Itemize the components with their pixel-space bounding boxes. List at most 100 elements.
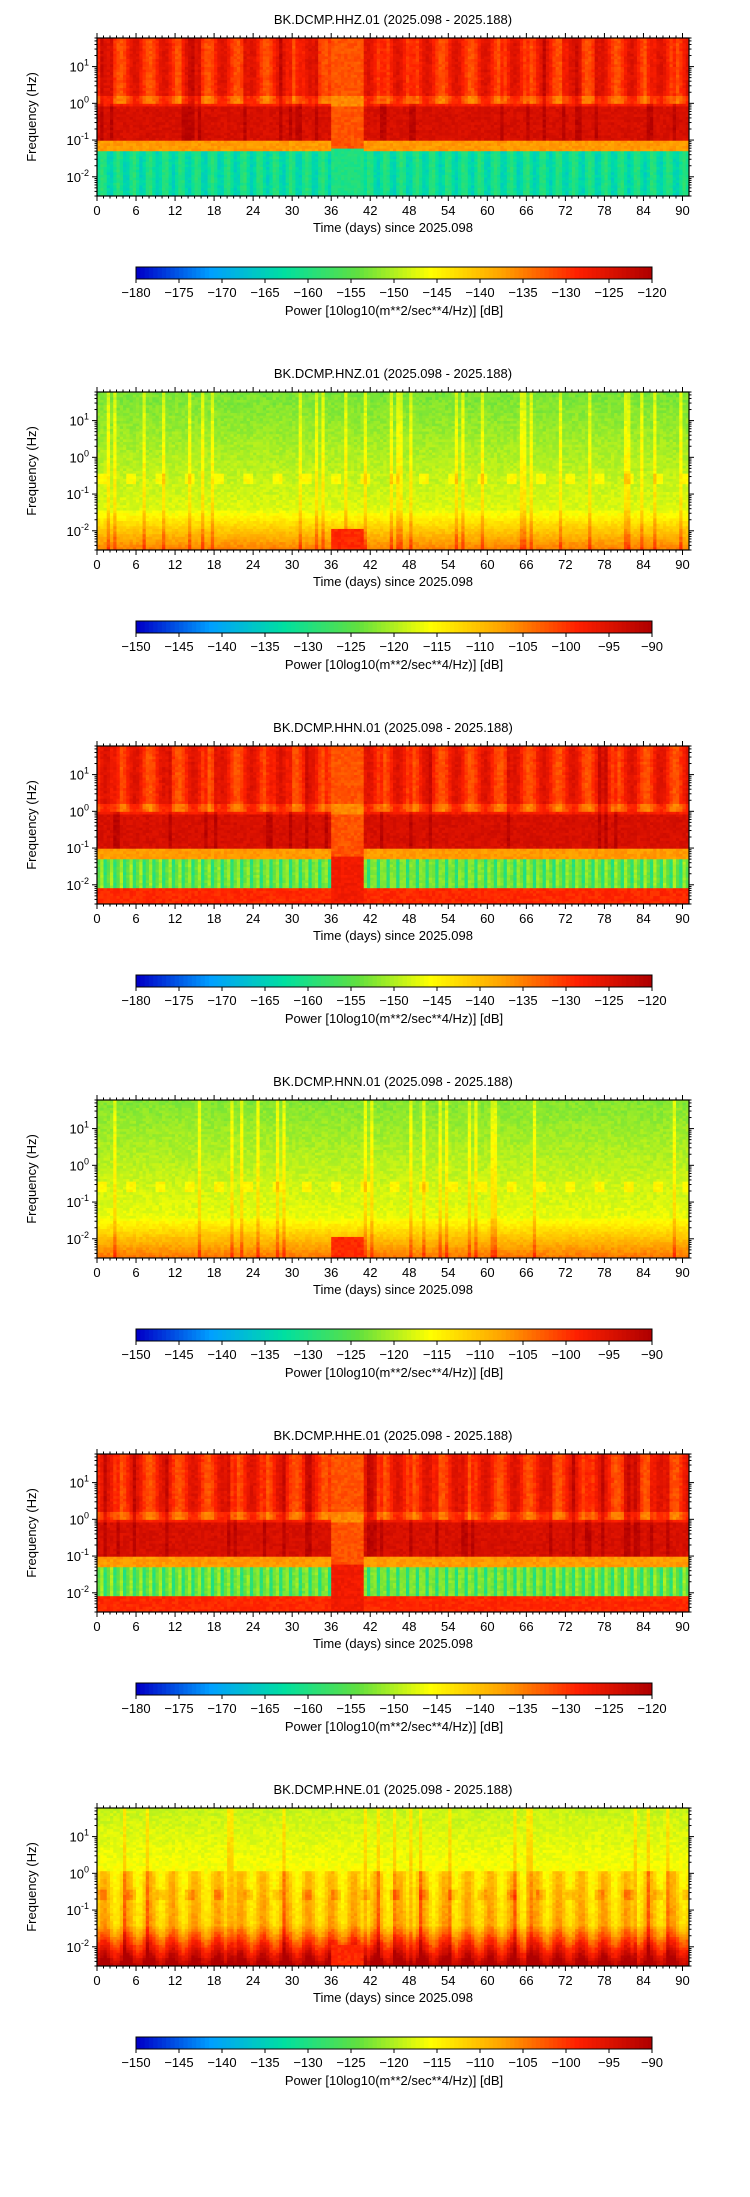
heatmap-cell (126, 83, 130, 86)
heatmap-cell (104, 112, 108, 115)
heatmap-cell (117, 172, 121, 175)
heatmap-cell (117, 135, 121, 138)
heatmap-cell (117, 149, 121, 152)
heatmap-cell (120, 191, 124, 194)
heatmap-cell (110, 99, 114, 102)
heatmap-cell (117, 143, 121, 146)
heatmap-cell (104, 162, 108, 165)
heatmap-cell (104, 88, 108, 91)
heatmap-cell (113, 99, 117, 102)
heatmap-cell (100, 170, 104, 173)
heatmap-cell (117, 138, 121, 141)
heatmap-cell (110, 49, 114, 52)
heatmap-cell (123, 49, 127, 52)
heatmap-cell (110, 157, 114, 160)
heatmap-cell (104, 101, 108, 104)
heatmap-cell (113, 106, 117, 109)
heatmap-cell (113, 88, 117, 91)
heatmap-cell (123, 93, 127, 96)
heatmap-cell (117, 188, 121, 191)
heatmap-cell (110, 101, 114, 104)
heatmap-cell (110, 85, 114, 88)
heatmap-cell (120, 120, 124, 123)
heatmap-cell (110, 54, 114, 57)
heatmap-cell (113, 93, 117, 96)
heatmap-cell (104, 51, 108, 54)
heatmap-cell (120, 183, 124, 186)
heatmap-cell (100, 135, 104, 138)
heatmap-cell (120, 83, 124, 86)
heatmap-cell (100, 175, 104, 178)
heatmap-cell (100, 117, 104, 120)
heatmap-cell (104, 99, 108, 102)
heatmap-cell (113, 64, 117, 67)
heatmap-cell (123, 91, 127, 94)
heatmap-cell (126, 149, 130, 152)
heatmap-cells (97, 38, 689, 196)
heatmap-cell (113, 141, 117, 144)
heatmap-cell (104, 85, 108, 88)
heatmap-cell (104, 56, 108, 59)
heatmap-cell (100, 122, 104, 125)
heatmap-cell (117, 72, 121, 75)
heatmap-cell (104, 185, 108, 188)
heatmap-cell (117, 64, 121, 67)
heatmap-cell (113, 75, 117, 78)
heatmap-cell (110, 125, 114, 128)
heatmap-cell (113, 175, 117, 178)
heatmap-cell (123, 117, 127, 120)
heatmap-cell (113, 167, 117, 170)
heatmap-cell (120, 41, 124, 44)
heatmap-cell (110, 130, 114, 133)
heatmap-cell (110, 143, 114, 146)
heatmap-cell (100, 93, 104, 96)
heatmap-cell (100, 106, 104, 109)
heatmap-cell (110, 164, 114, 167)
heatmap-cell (110, 170, 114, 173)
heatmap-cell (126, 141, 130, 144)
heatmap-cell (110, 172, 114, 175)
heatmap-cell (117, 178, 121, 181)
heatmap-cell (110, 88, 114, 91)
heatmap-cell (104, 149, 108, 152)
heatmap-cell (100, 114, 104, 117)
heatmap-cell (123, 122, 127, 125)
heatmap-cell (100, 141, 104, 144)
heatmap-cell (123, 149, 127, 152)
heatmap-cell (120, 93, 124, 96)
heatmap-cell (113, 170, 117, 173)
heatmap-cell (113, 117, 117, 120)
heatmap-cell (117, 167, 121, 170)
heatmap-cell (120, 162, 124, 165)
heatmap-cell (110, 180, 114, 183)
heatmap-cell (117, 164, 121, 167)
heatmap-cell (123, 75, 127, 78)
heatmap-cell (113, 151, 117, 154)
heatmap-cell (120, 80, 124, 83)
heatmap-cell (126, 80, 130, 83)
heatmap-cell (104, 96, 108, 99)
heatmap-cell (104, 41, 108, 44)
heatmap-cell (100, 159, 104, 162)
heatmap-cell (113, 172, 117, 175)
heatmap-cell (117, 62, 121, 65)
heatmap-cell (100, 133, 104, 136)
heatmap-cell (117, 104, 121, 107)
heatmap-cell (120, 133, 124, 136)
heatmap-cell (126, 64, 130, 67)
heatmap-cell (100, 157, 104, 160)
heatmap-cell (117, 93, 121, 96)
heatmap-cell (104, 141, 108, 144)
heatmap-cell (113, 104, 117, 107)
heatmap-cell (120, 178, 124, 181)
heatmap-cell (113, 101, 117, 104)
heatmap-cell (117, 99, 121, 102)
heatmap-cell (117, 154, 121, 157)
heatmap-cell (104, 120, 108, 123)
heatmap-cell (100, 180, 104, 183)
heatmap-cell (104, 154, 108, 157)
heatmap-cell (100, 104, 104, 107)
heatmap-cell (100, 128, 104, 131)
heatmap-cell (104, 117, 108, 120)
heatmap-cell (100, 78, 104, 81)
